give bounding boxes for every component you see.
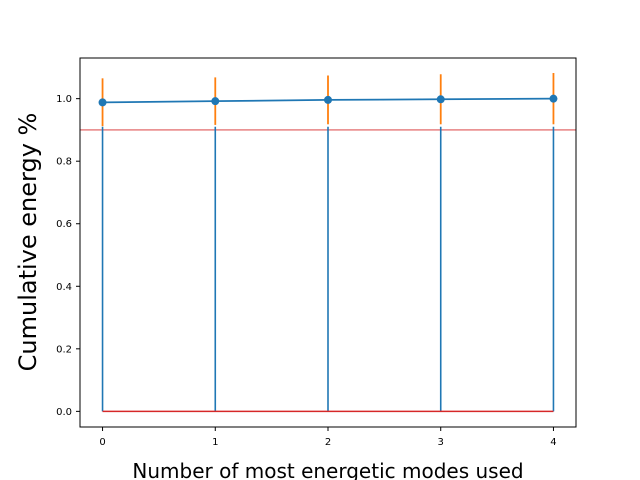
data-point: [549, 94, 558, 103]
data-point: [98, 98, 107, 107]
x-tick-label: 2: [325, 437, 331, 448]
y-axis-label: Cumulative energy %: [14, 113, 42, 372]
data-point: [324, 95, 332, 104]
x-tick-label: 1: [212, 437, 218, 448]
y-tick-label: 0.8: [56, 157, 72, 168]
x-tick-label: 4: [550, 437, 556, 448]
y-axis-ticks: 0.0 0.2 0.4 0.6 0.8 1.0: [56, 94, 80, 418]
x-tick-label: 3: [438, 437, 444, 448]
y-tick-label: 0.4: [56, 282, 72, 293]
plot-area: [80, 73, 576, 413]
data-point: [436, 95, 445, 104]
y-tick-label: 1.0: [56, 94, 72, 105]
y-tick-label: 0.0: [56, 407, 72, 418]
x-axis-label: Number of most energetic modes used: [132, 459, 523, 480]
data-point: [211, 97, 220, 106]
y-tick-label: 0.6: [56, 219, 72, 230]
x-tick-label: 0: [99, 437, 105, 448]
y-tick-label: 0.2: [56, 344, 72, 355]
x-axis-ticks: 0 1 2 3 4: [99, 427, 557, 448]
